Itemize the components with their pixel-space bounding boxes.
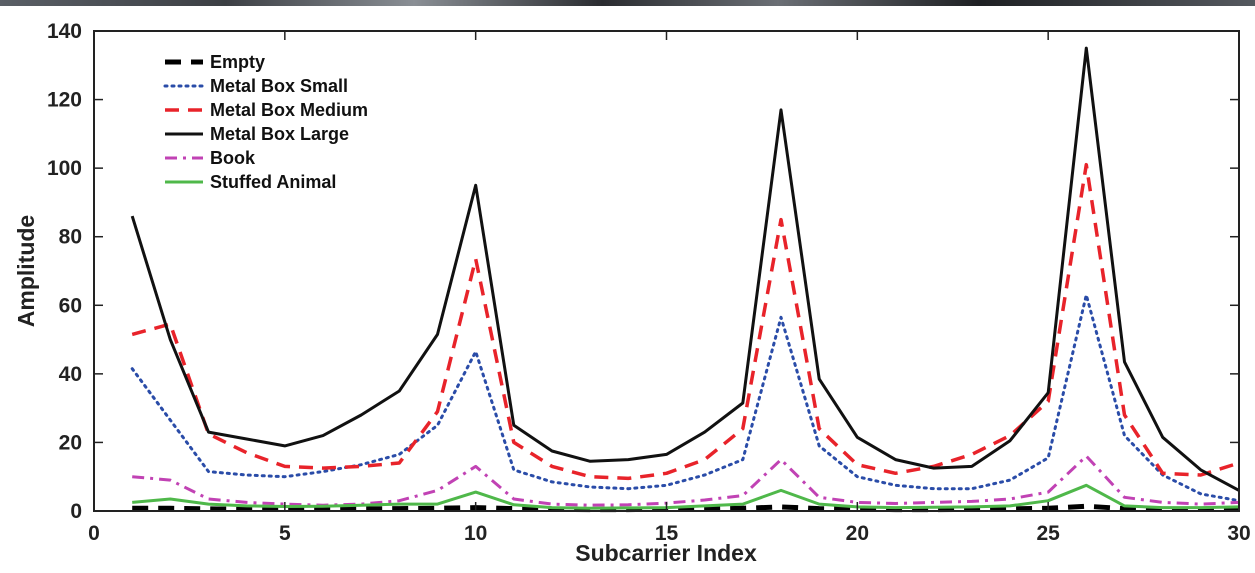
series-line-6 (132, 483, 1240, 510)
y-tick-label: 0 (70, 500, 82, 523)
y-axis-label: Amplitude (13, 215, 39, 327)
y-tick-label: 40 (59, 363, 82, 386)
y-tick-label: 100 (47, 157, 82, 180)
legend-label: Metal Box Small (210, 76, 348, 96)
legend: Empty Metal Box Small Metal Box Medium Meta… (163, 52, 368, 192)
y-tick-label: 80 (59, 226, 82, 249)
x-tick-label: 10 (464, 522, 487, 545)
legend-label: Empty (210, 52, 265, 72)
y-tick-label: 20 (59, 431, 82, 454)
x-tick-label: 20 (846, 522, 869, 545)
y-tick-label: 120 (47, 89, 82, 112)
legend-label: Metal Box Large (210, 124, 349, 144)
series-line-4 (130, 46, 1240, 492)
x-axis-label: Subcarrier Index (575, 540, 757, 566)
x-tick-label: 30 (1227, 522, 1250, 545)
top-image-strip (0, 0, 1255, 6)
plot-area (94, 31, 1239, 511)
series-layer (130, 46, 1241, 513)
series-line-2 (130, 293, 1241, 503)
tick-layer: 0 5 10 15 20 25 30 0 20 40 60 80 100 120 140 (47, 20, 1251, 545)
series-line-3 (131, 162, 1240, 481)
x-tick-label: 25 (1036, 522, 1060, 545)
y-tick-label: 140 (47, 20, 82, 43)
legend-label: Book (210, 148, 256, 168)
x-tick-label: 0 (88, 522, 100, 545)
series-line-1 (132, 503, 1240, 513)
x-tick-label: 5 (279, 522, 291, 545)
y-tick-label: 60 (59, 294, 82, 317)
x-tick-label: 15 (655, 522, 679, 545)
legend-label: Metal Box Medium (210, 100, 368, 120)
legend-label: Stuffed Animal (210, 172, 336, 192)
